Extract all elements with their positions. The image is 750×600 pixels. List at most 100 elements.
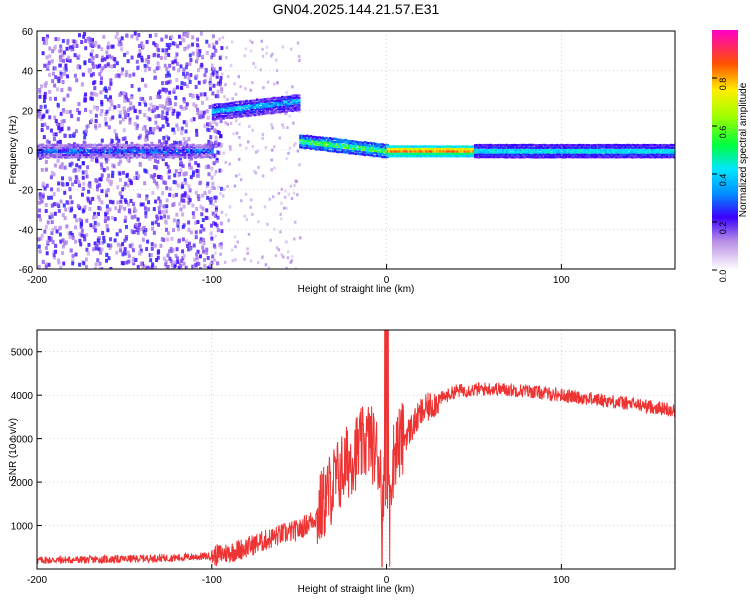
heatmap-cell bbox=[90, 157, 94, 162]
heatmap-cell bbox=[143, 113, 147, 118]
heatmap-cell bbox=[132, 261, 136, 266]
heatmap-cell bbox=[56, 158, 60, 163]
heatmap-band-cell bbox=[268, 107, 272, 110]
heatmap-cell bbox=[271, 126, 274, 130]
heatmap-band-cell bbox=[508, 146, 512, 149]
heatmap-band-cell bbox=[230, 101, 234, 105]
heatmap-band-cell bbox=[141, 148, 145, 152]
heatmap-band-cell bbox=[342, 146, 346, 149]
heatmap-cell bbox=[140, 55, 144, 60]
heatmap-band-cell bbox=[255, 101, 259, 105]
heatmap-band-cell bbox=[446, 154, 449, 158]
heatmap-band-cell bbox=[631, 153, 634, 156]
heatmap-cell bbox=[44, 167, 48, 172]
colorbar-gradient bbox=[712, 30, 738, 270]
heatmap-cell bbox=[42, 135, 46, 140]
heatmap-band-cell bbox=[309, 142, 313, 146]
heatmap-band-cell bbox=[456, 155, 459, 158]
heatmap-cell bbox=[126, 98, 130, 103]
heatmap-cell bbox=[104, 212, 108, 217]
heatmap-band-cell bbox=[383, 155, 386, 159]
heatmap-cell bbox=[102, 239, 106, 244]
heatmap-cell bbox=[181, 224, 185, 229]
heatmap-cell bbox=[184, 120, 188, 125]
heatmap-band-cell bbox=[243, 111, 246, 115]
heatmap-band-cell bbox=[247, 109, 251, 113]
heatmap-band-cell bbox=[297, 101, 301, 104]
heatmap-band-cell bbox=[510, 156, 514, 159]
heatmap-cell bbox=[38, 87, 42, 92]
heatmap-cell bbox=[96, 258, 100, 263]
heatmap-cell bbox=[109, 179, 113, 184]
heatmap-band-cell bbox=[503, 146, 507, 149]
heatmap-band-cell bbox=[640, 153, 643, 157]
heatmap-cell bbox=[283, 206, 286, 210]
heatmap-cell bbox=[280, 253, 284, 257]
heatmap-band-cell bbox=[228, 114, 232, 117]
heatmap-cell bbox=[120, 71, 124, 76]
heatmap-band-cell bbox=[66, 156, 70, 159]
heatmap-band-cell bbox=[362, 148, 365, 152]
heatmap-band-cell bbox=[594, 144, 597, 147]
heatmap-band-cell bbox=[249, 114, 253, 117]
heatmap-cell bbox=[298, 163, 301, 167]
heatmap-band-cell bbox=[603, 150, 606, 154]
heatmap-band-cell bbox=[538, 151, 542, 154]
heatmap-cell bbox=[239, 85, 242, 89]
heatmap-band-cell bbox=[76, 149, 80, 152]
heatmap-cell bbox=[234, 258, 237, 262]
heatmap-band-cell bbox=[519, 148, 522, 152]
heatmap-cell bbox=[78, 183, 82, 188]
heatmap-band-cell bbox=[289, 97, 293, 100]
heatmap-band-cell bbox=[162, 154, 166, 157]
heatmap-band-cell bbox=[468, 145, 472, 148]
heatmap-band-cell bbox=[342, 139, 346, 142]
heatmap-band-cell bbox=[398, 147, 402, 151]
heatmap-band-cell bbox=[160, 144, 164, 147]
heatmap-band-cell bbox=[362, 141, 365, 145]
heatmap-cell bbox=[138, 52, 142, 57]
heatmap-cell bbox=[149, 96, 153, 101]
heatmap-band-cell bbox=[137, 155, 141, 158]
heatmap-cell bbox=[164, 259, 168, 264]
heatmap-band-cell bbox=[405, 147, 409, 151]
heatmap-band-cell bbox=[307, 135, 311, 138]
heatmap-band-cell bbox=[72, 146, 76, 149]
heatmap-cell bbox=[184, 129, 188, 134]
heatmap-cell bbox=[216, 215, 220, 220]
heatmap-band-cell bbox=[349, 141, 353, 145]
heatmap-band-cell bbox=[278, 108, 282, 111]
heatmap-band-cell bbox=[339, 138, 342, 141]
heatmap-cell bbox=[149, 258, 153, 263]
heatmap-cell bbox=[172, 218, 176, 223]
heatmap-band-cell bbox=[39, 151, 42, 155]
heatmap-band-cell bbox=[416, 150, 419, 153]
heatmap-band-cell bbox=[615, 143, 618, 147]
heatmap-cell bbox=[160, 237, 164, 242]
heatmap-cell bbox=[145, 247, 149, 252]
heatmap-band-cell bbox=[133, 151, 137, 155]
heatmap-band-cell bbox=[112, 149, 116, 152]
heatmap-cell bbox=[166, 80, 170, 85]
snr-x-tick-label: -100 bbox=[202, 575, 222, 586]
heatmap-band-cell bbox=[542, 148, 545, 152]
heatmap-cell bbox=[69, 47, 73, 52]
heatmap-band-cell bbox=[388, 147, 391, 151]
heatmap-band-cell bbox=[425, 145, 428, 148]
heatmap-band-cell bbox=[395, 147, 398, 151]
heatmap-cell bbox=[131, 248, 135, 253]
heatmap-cell bbox=[98, 63, 102, 68]
heatmap-cell bbox=[81, 175, 85, 180]
heatmap-cell bbox=[261, 174, 265, 178]
heatmap-band-cell bbox=[407, 147, 410, 151]
heatmap-band-cell bbox=[122, 150, 126, 154]
heatmap-band-cell bbox=[661, 144, 664, 147]
heatmap-band-cell bbox=[120, 144, 124, 147]
heatmap-band-cell bbox=[200, 153, 204, 156]
heatmap-band-cell bbox=[47, 150, 51, 154]
heatmap-band-cell bbox=[493, 148, 496, 152]
heatmap-band-cell bbox=[470, 152, 473, 155]
heatmap-cell bbox=[93, 267, 97, 269]
heatmap-cell bbox=[208, 77, 212, 82]
heatmap-cell bbox=[145, 133, 149, 138]
